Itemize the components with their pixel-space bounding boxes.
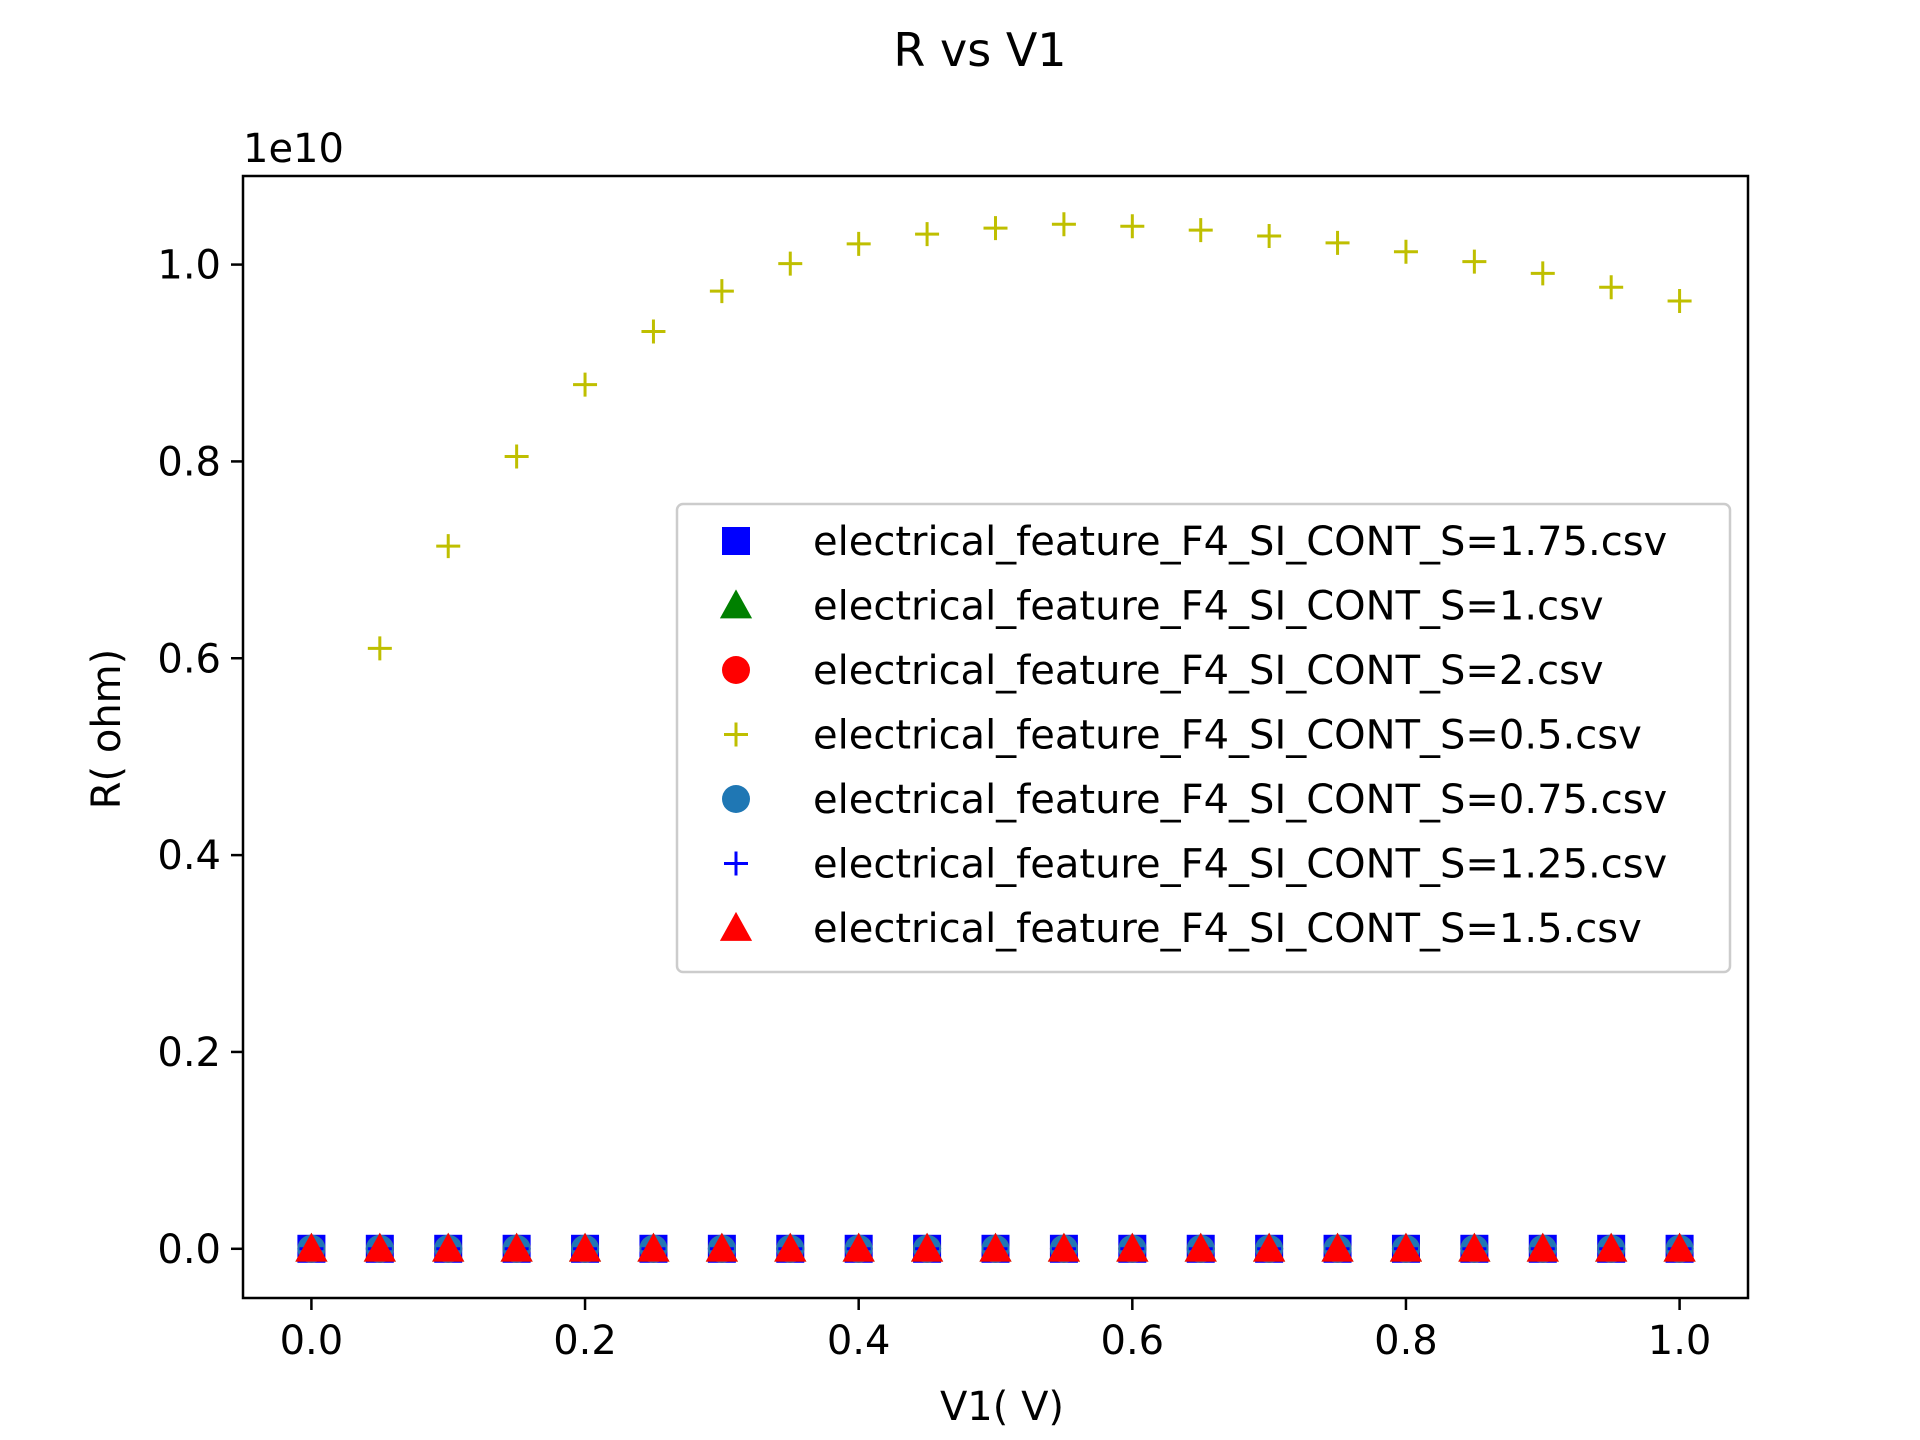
data-point	[1253, 1232, 1286, 1262]
y-tick-label: 0.4	[157, 833, 221, 879]
data-point	[1257, 224, 1282, 249]
data-point	[1184, 1232, 1217, 1262]
legend-entry: electrical_feature_F4_SI_CONT_S=2.csv	[813, 648, 1604, 694]
data-point	[983, 216, 1008, 241]
legend-frame	[675, 502, 1732, 974]
y-tick-label: 0.0	[157, 1227, 221, 1273]
data-point	[1530, 261, 1555, 286]
y-axis-offset-label: 1e10	[243, 126, 344, 172]
y-tick-label: 0.6	[157, 636, 221, 682]
legend-marker	[722, 527, 750, 555]
legend: electrical_feature_F4_SI_CONT_S=1.75.csv…	[675, 502, 1732, 974]
data-point	[774, 1232, 807, 1262]
data-point	[1599, 275, 1624, 300]
y-axis-label: R( ohm)	[84, 649, 130, 810]
data-point	[500, 1232, 533, 1262]
legend-entry: electrical_feature_F4_SI_CONT_S=0.5.csv	[813, 713, 1642, 759]
data-point	[709, 279, 734, 304]
data-point	[842, 1232, 875, 1262]
x-tick-label: 0.0	[280, 1318, 344, 1364]
data-point	[778, 251, 803, 276]
x-tick-label: 0.2	[553, 1318, 617, 1364]
data-point	[979, 1232, 1012, 1262]
data-point	[1663, 1232, 1696, 1262]
data-point	[637, 1232, 670, 1262]
legend-entry: electrical_feature_F4_SI_CONT_S=0.75.csv	[813, 777, 1667, 823]
data-point	[436, 534, 461, 559]
axis-ticks: 0.0 0.2 0.4 0.6 0.8 1.0 0.0 0.2 0.4 0.6 0.8 1.0	[157, 243, 1711, 1364]
legend-entry: electrical_feature_F4_SI_CONT_S=1.75.csv	[813, 519, 1667, 565]
x-tick-label: 1.0	[1648, 1318, 1712, 1364]
plot-frame	[241, 174, 1750, 1300]
data-point	[432, 1232, 465, 1262]
legend-marker	[722, 785, 750, 813]
data-point	[705, 1232, 738, 1262]
legend-entry: electrical_feature_F4_SI_CONT_S=1.csv	[813, 584, 1604, 630]
data-point	[1120, 214, 1145, 239]
y-tick-label: 0.8	[157, 439, 221, 485]
data-point	[846, 231, 871, 256]
data-point	[1389, 1232, 1423, 1262]
data-point	[1116, 1232, 1149, 1262]
x-tick-label: 0.6	[1101, 1318, 1165, 1364]
y-tick-label: 1.0	[157, 243, 221, 289]
data-point	[1595, 1232, 1628, 1262]
data-point	[1325, 230, 1350, 255]
data-point	[1047, 1232, 1081, 1262]
y-tick-label: 0.2	[157, 1030, 221, 1076]
data-point	[910, 1232, 944, 1262]
series-7	[295, 1232, 1696, 1262]
legend-entry: electrical_feature_F4_SI_CONT_S=1.5.csv	[813, 906, 1642, 952]
data-point	[504, 444, 529, 469]
data-point	[1188, 218, 1213, 243]
series-4	[367, 212, 1692, 661]
data-point	[1458, 1232, 1491, 1262]
data-point	[573, 372, 598, 397]
data-points	[295, 212, 1696, 1263]
data-point	[1667, 288, 1692, 313]
legend-marker	[722, 656, 750, 684]
data-point	[1321, 1232, 1354, 1262]
data-point	[363, 1232, 396, 1262]
x-axis-label: V1( V)	[940, 1384, 1064, 1430]
data-point	[1462, 249, 1487, 274]
data-point	[295, 1232, 328, 1262]
legend-marker	[719, 589, 753, 619]
data-point	[1051, 212, 1076, 237]
data-point	[641, 319, 666, 344]
data-point	[568, 1232, 602, 1262]
data-point	[1526, 1232, 1559, 1262]
data-point	[367, 636, 392, 661]
legend-marker	[719, 911, 753, 941]
legend-marker	[724, 851, 748, 876]
data-point	[1393, 239, 1418, 264]
x-tick-label: 0.8	[1374, 1318, 1438, 1364]
chart-title: R vs V1	[893, 23, 1066, 77]
data-point	[915, 222, 940, 247]
x-tick-label: 0.4	[827, 1318, 891, 1364]
legend-entry: electrical_feature_F4_SI_CONT_S=1.25.csv	[813, 842, 1667, 888]
legend-marker	[724, 722, 748, 747]
